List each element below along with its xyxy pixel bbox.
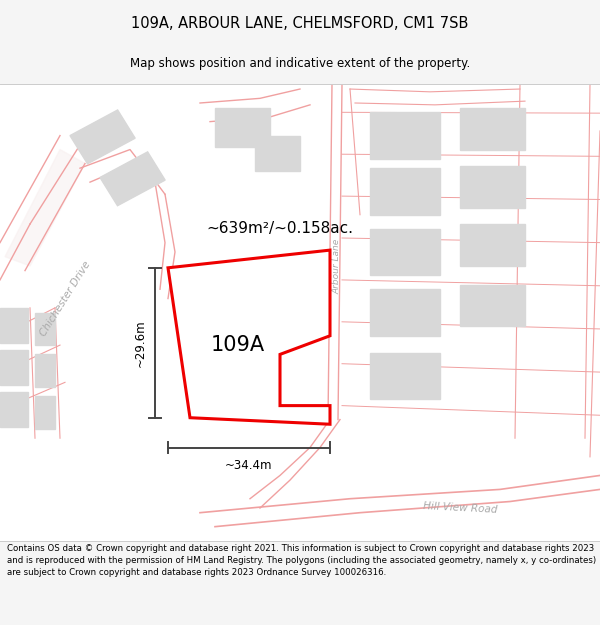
Text: ~29.6m: ~29.6m: [134, 319, 147, 367]
Text: ~34.4m: ~34.4m: [225, 459, 273, 472]
Bar: [0, 308, 28, 343]
Text: 109A: 109A: [211, 335, 265, 355]
Polygon shape: [5, 149, 85, 266]
Text: ~639m²/~0.158ac.: ~639m²/~0.158ac.: [206, 221, 353, 236]
Bar: [70, 110, 135, 164]
Bar: [460, 224, 525, 266]
Bar: [222, 284, 287, 336]
Bar: [255, 136, 300, 171]
Bar: [100, 152, 165, 206]
Bar: [460, 107, 525, 149]
Text: Chichester Drive: Chichester Drive: [38, 259, 92, 338]
Bar: [35, 396, 55, 429]
Bar: [460, 284, 525, 326]
Text: Map shows position and indicative extent of the property.: Map shows position and indicative extent…: [130, 57, 470, 70]
Bar: [370, 229, 440, 275]
Bar: [0, 392, 28, 427]
Bar: [215, 107, 270, 147]
Bar: [35, 312, 55, 345]
Text: 109A, ARBOUR LANE, CHELMSFORD, CM1 7SB: 109A, ARBOUR LANE, CHELMSFORD, CM1 7SB: [131, 16, 469, 31]
Bar: [370, 289, 440, 336]
Text: Hill View Road: Hill View Road: [422, 501, 497, 515]
Text: Contains OS data © Crown copyright and database right 2021. This information is : Contains OS data © Crown copyright and d…: [7, 544, 596, 577]
Bar: [370, 112, 440, 159]
Bar: [370, 352, 440, 399]
Bar: [460, 166, 525, 208]
Polygon shape: [168, 250, 330, 424]
Bar: [370, 168, 440, 215]
Bar: [0, 350, 28, 385]
Text: Arbour Lane: Arbour Lane: [332, 238, 341, 294]
Bar: [35, 354, 55, 387]
